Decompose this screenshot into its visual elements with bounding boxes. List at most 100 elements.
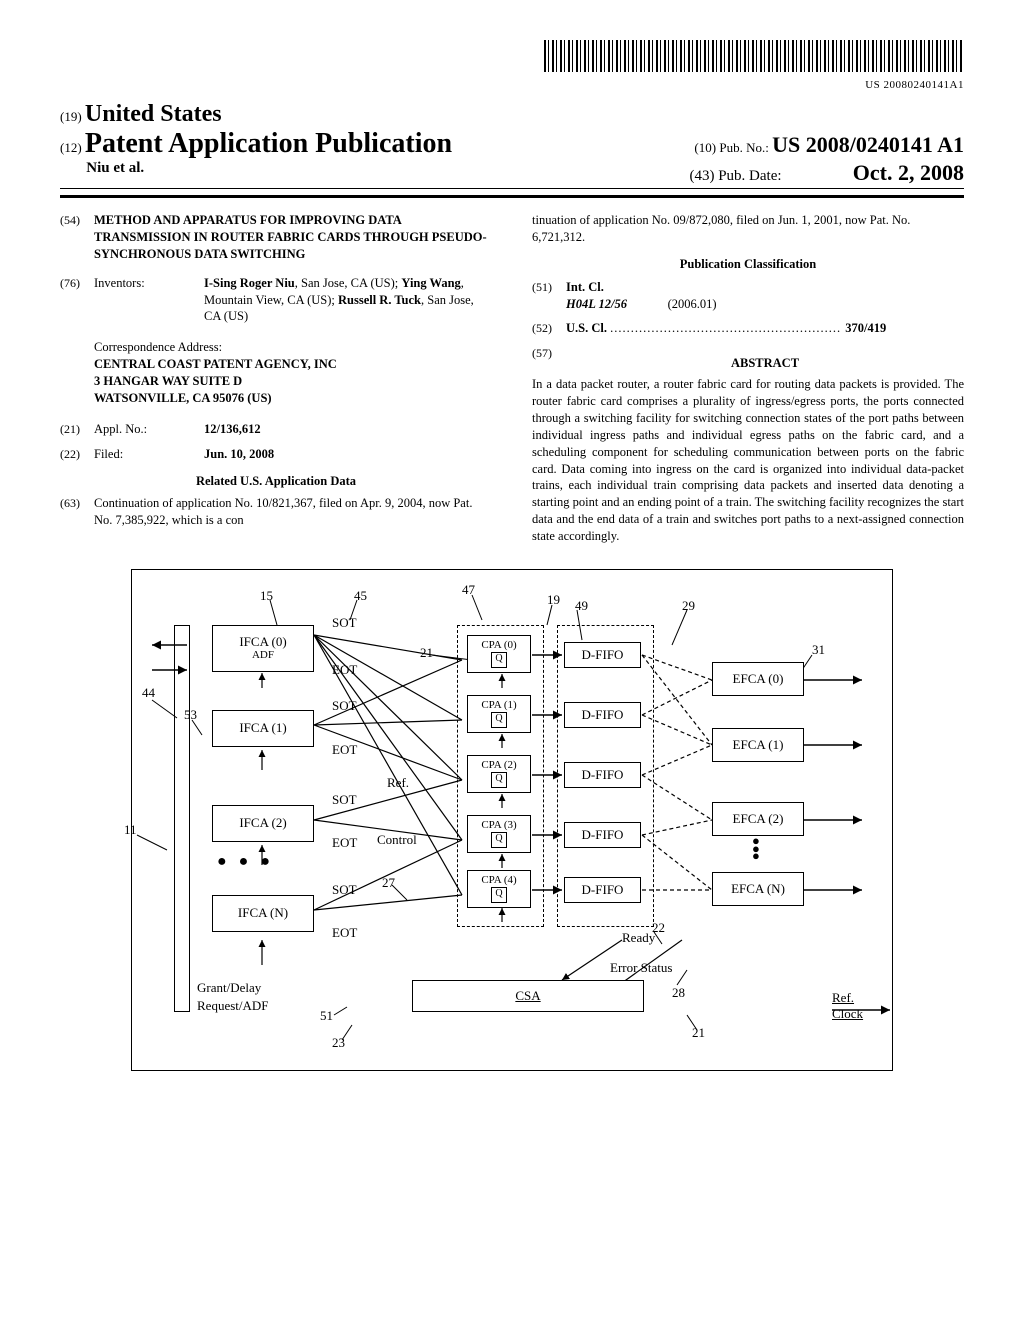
cpa2-q: Q <box>491 772 507 788</box>
dfifo4-label: D-FIFO <box>582 883 624 897</box>
ref-27: 27 <box>382 875 395 891</box>
applno-code: (21) <box>60 421 94 438</box>
eot-2: EOT <box>332 835 357 851</box>
header-barcode-area: US 20080240141A1 <box>60 40 964 91</box>
ref-21a: 21 <box>420 645 433 661</box>
cpa4-label: CPA (4) <box>481 874 516 886</box>
efca1-label: EFCA (1) <box>733 738 784 752</box>
ifca0-label: IFCA (0) <box>239 635 286 649</box>
intcl-field: (51) Int. Cl. H04L 12/56 (2006.01) <box>532 279 964 313</box>
rule-thick <box>60 195 964 198</box>
csa-box: CSA <box>412 980 644 1012</box>
ref-31: 31 <box>812 642 825 658</box>
abstract-header-row: (57) ABSTRACT <box>532 345 964 376</box>
title-text: METHOD AND APPARATUS FOR IMPROVING DATA … <box>94 212 492 263</box>
pubdate-code: (43) <box>689 168 714 184</box>
cpa1-box: CPA (1) Q <box>467 695 531 733</box>
barcode-text: US 20080240141A1 <box>60 79 964 91</box>
ifca2-label: IFCA (2) <box>239 816 286 830</box>
cpa3-label: CPA (3) <box>481 819 516 831</box>
inventors-label: Inventors: <box>94 275 204 326</box>
vdots: ●●● <box>752 837 760 860</box>
ifca2-box: IFCA (2) <box>212 805 314 842</box>
barcode-graphic <box>544 40 964 72</box>
ref-47: 47 <box>462 582 475 598</box>
csa-label: CSA <box>515 989 540 1003</box>
ref-49: 49 <box>575 598 588 614</box>
efca0-label: EFCA (0) <box>733 672 784 686</box>
sot-2: SOT <box>332 792 357 808</box>
intcl-value: H04L 12/56 <box>566 297 627 311</box>
inventors-field: (76) Inventors: I-Sing Roger Niu, San Jo… <box>60 275 492 326</box>
cpa2-box: CPA (2) Q <box>467 755 531 793</box>
country-name: United States <box>85 101 222 127</box>
uscl-block: U.S. Cl. ...............................… <box>566 320 964 337</box>
sot-0: SOT <box>332 615 357 631</box>
grant-label: Grant/Delay <box>197 980 261 996</box>
pub-code: (12) <box>60 140 82 156</box>
ref-15: 15 <box>260 588 273 604</box>
filed-code: (22) <box>60 446 94 463</box>
dfifo1-label: D-FIFO <box>582 708 624 722</box>
ref-21b: 21 <box>692 1025 705 1041</box>
dfifo0-box: D-FIFO <box>564 642 641 668</box>
dfifo1-box: D-FIFO <box>564 702 641 728</box>
pubdate-value: Oct. 2, 2008 <box>853 160 964 185</box>
dfifo2-label: D-FIFO <box>582 768 624 782</box>
efca0-box: EFCA (0) <box>712 662 804 696</box>
author-line: Niu et al. (43) Pub. Date: Oct. 2, 2008 <box>60 160 964 186</box>
related-text: Continuation of application No. 10/821,3… <box>94 495 492 529</box>
related-head: Related U.S. Application Data <box>60 473 492 490</box>
cpa4-q: Q <box>491 887 507 903</box>
title-field: (54) METHOD AND APPARATUS FOR IMPROVING … <box>60 212 492 263</box>
ref-29: 29 <box>682 598 695 614</box>
abstract-head: ABSTRACT <box>566 355 964 372</box>
ifca1-box: IFCA (1) <box>212 710 314 747</box>
dfifo2-box: D-FIFO <box>564 762 641 788</box>
cpa0-box: CPA (0) Q <box>467 635 531 673</box>
pubdate-label: Pub. Date: <box>718 168 781 184</box>
sot-1: SOT <box>332 698 357 714</box>
inventor-2: Ying Wang <box>401 276 460 290</box>
ref-19: 19 <box>547 592 560 608</box>
intcl-label: Int. Cl. <box>566 280 604 294</box>
pubno-block: (10) Pub. No.: US 2008/0240141 A1 <box>694 132 964 158</box>
dfifo4-box: D-FIFO <box>564 877 641 903</box>
cpa3-q: Q <box>491 832 507 848</box>
corr-line-3: WATSONVILLE, CA 95076 (US) <box>94 390 492 407</box>
inventors-code: (76) <box>60 275 94 326</box>
filed-value: Jun. 10, 2008 <box>204 446 492 463</box>
sot-3: SOT <box>332 882 357 898</box>
related-code: (63) <box>60 495 94 529</box>
country-code: (19) <box>60 109 82 124</box>
applno-field: (21) Appl. No.: 12/136,612 <box>60 421 492 438</box>
cpa1-q: Q <box>491 712 507 728</box>
pubno-value: US 2008/0240141 A1 <box>772 132 964 157</box>
uscl-dots: ........................................… <box>610 321 845 335</box>
cpa3-box: CPA (3) Q <box>467 815 531 853</box>
ref-label: Ref. <box>387 775 409 791</box>
ref-23: 23 <box>332 1035 345 1051</box>
eot-3: EOT <box>332 925 357 941</box>
pubno-code: (10) <box>694 140 716 155</box>
pubno-label: Pub. No.: <box>719 140 768 155</box>
country-line: (19) United States <box>60 101 964 128</box>
efca2-label: EFCA (2) <box>733 812 784 826</box>
request-label: Request/ADF <box>197 998 269 1014</box>
efcaN-box: EFCA (N) <box>712 872 804 906</box>
pub-label: Patent Application Publication <box>85 128 452 160</box>
intcl-year: (2006.01) <box>668 297 717 311</box>
ifcaN-box: IFCA (N) <box>212 895 314 932</box>
refclock-label: Ref. Clock <box>832 990 863 1022</box>
title-code: (54) <box>60 212 94 263</box>
efcaN-label: EFCA (N) <box>731 882 785 896</box>
uscl-value: 370/419 <box>845 321 886 335</box>
intcl-block: Int. Cl. H04L 12/56 (2006.01) <box>566 279 964 313</box>
right-column: tinuation of application No. 09/872,080,… <box>532 212 964 545</box>
figure-diagram: IFCA (0) ADF IFCA (1) IFCA (2) IFCA (N) … <box>131 569 893 1071</box>
ready-label: Ready <box>622 930 655 946</box>
eot-0: EOT <box>332 662 357 678</box>
efca1-box: EFCA (1) <box>712 728 804 762</box>
corr-label: Correspondence Address: <box>94 339 492 356</box>
rule-thin <box>60 188 964 189</box>
